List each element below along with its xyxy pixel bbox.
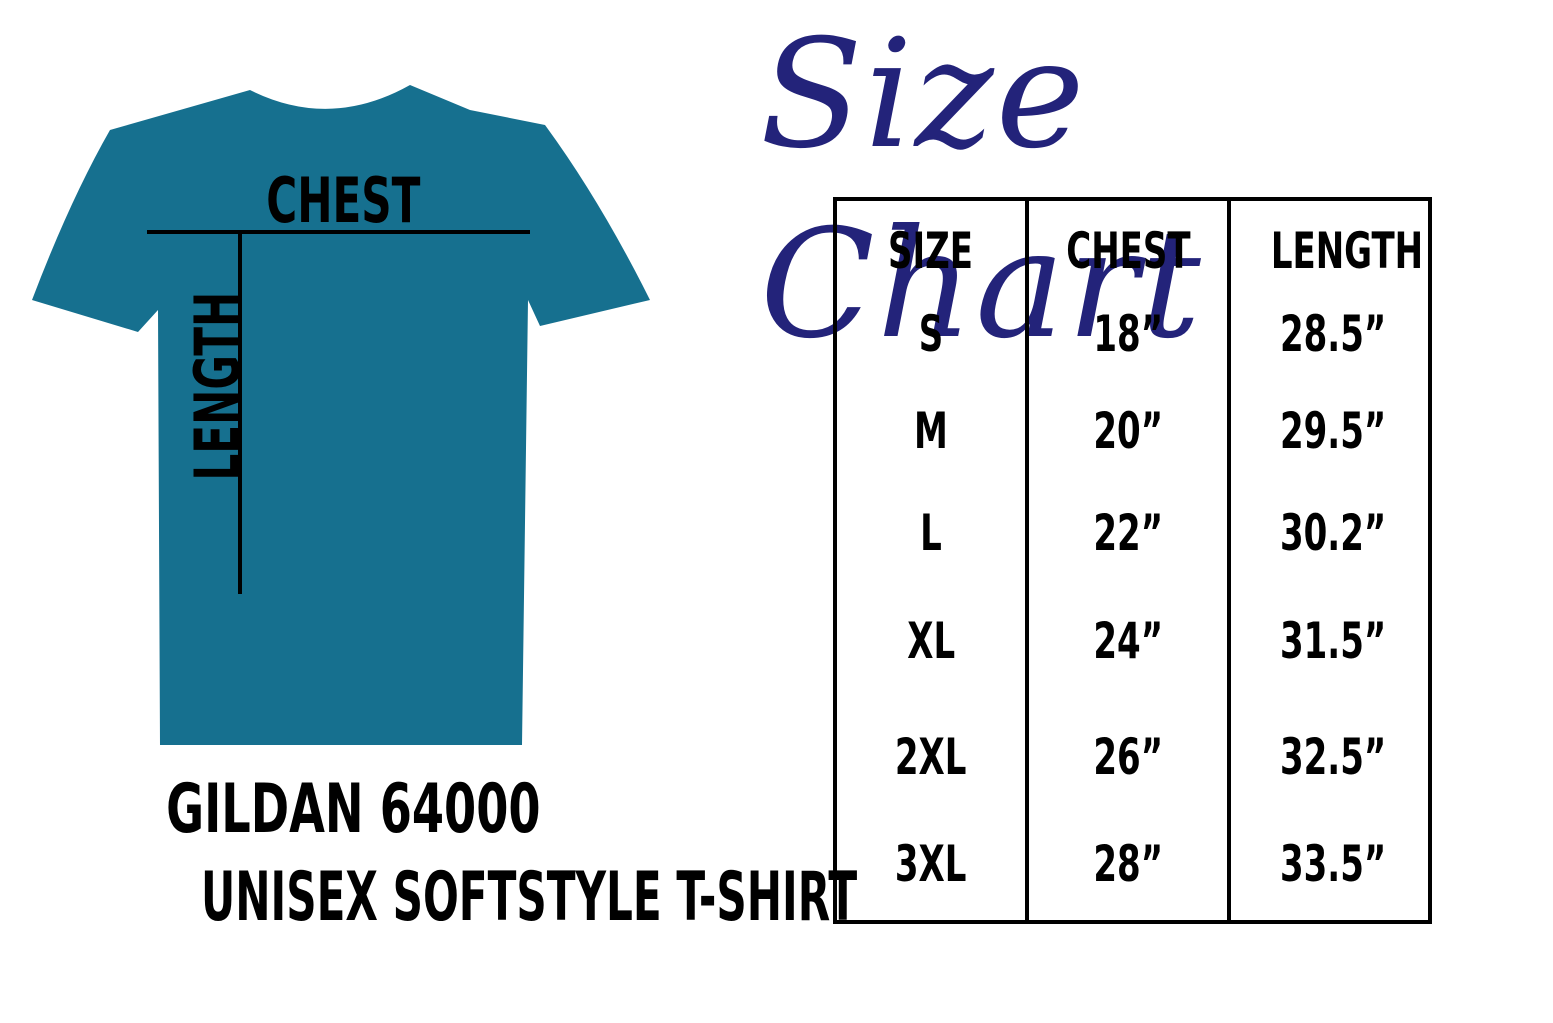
cell-size: L bbox=[920, 504, 942, 562]
cell-length: 33.5” bbox=[1280, 835, 1387, 893]
header-chest: CHEST bbox=[1065, 222, 1191, 280]
cell-chest: 24” bbox=[1093, 612, 1163, 670]
cell-length: 28.5” bbox=[1280, 305, 1387, 363]
cell-size: 3XL bbox=[895, 835, 967, 893]
cell-length: 30.2” bbox=[1280, 504, 1387, 562]
cell-chest: 22” bbox=[1093, 504, 1163, 562]
cell-size: S bbox=[918, 305, 944, 363]
cell-size: 2XL bbox=[895, 728, 967, 786]
column-divider bbox=[1227, 201, 1231, 920]
cell-size: XL bbox=[907, 612, 955, 670]
cell-chest: 26” bbox=[1093, 728, 1163, 786]
cell-chest: 18” bbox=[1093, 305, 1163, 363]
length-label: LENGTH bbox=[181, 291, 254, 481]
column-divider bbox=[1025, 201, 1029, 920]
cell-chest: 20” bbox=[1093, 402, 1163, 460]
header-length: LENGTH bbox=[1270, 222, 1424, 280]
size-chart-title: Size Chart bbox=[760, 8, 1203, 372]
t-shirt-image bbox=[32, 85, 650, 745]
product-model: GILDAN 64000 bbox=[165, 770, 541, 849]
cell-length: 32.5” bbox=[1280, 728, 1387, 786]
size-table: SIZE CHEST LENGTH S 18” 28.5” M 20” 29.5” L 22” 30.… bbox=[833, 197, 1432, 924]
header-size: SIZE bbox=[888, 222, 974, 280]
cell-chest: 28” bbox=[1093, 835, 1163, 893]
cell-size: M bbox=[914, 402, 948, 460]
chest-label: CHEST bbox=[266, 164, 421, 237]
cell-length: 29.5” bbox=[1280, 402, 1387, 460]
cell-length: 31.5” bbox=[1280, 612, 1387, 670]
product-description: UNISEX SOFTSTYLE T-SHIRT bbox=[201, 858, 858, 937]
t-shirt-shape bbox=[32, 85, 650, 745]
